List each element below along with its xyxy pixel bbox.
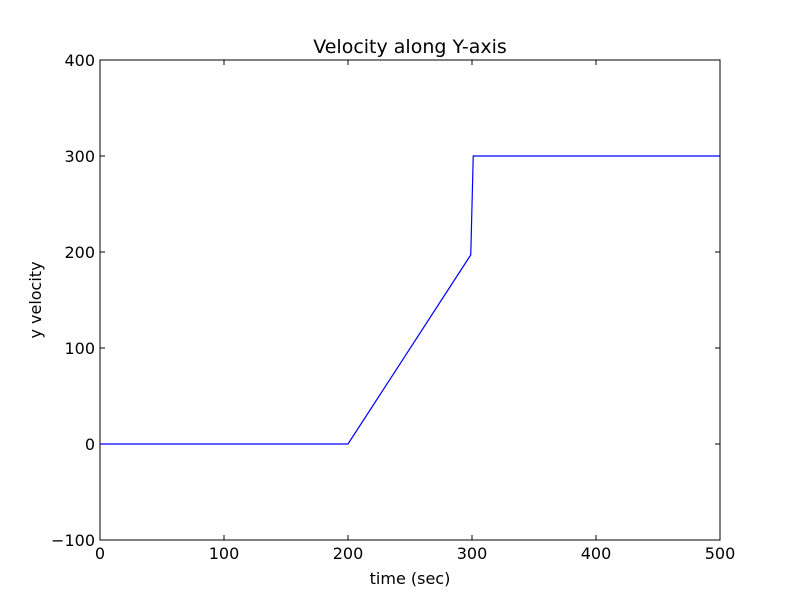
x-tick-label: 300 bbox=[457, 544, 488, 563]
series-layer bbox=[100, 155, 720, 445]
series-line bbox=[100, 155, 720, 445]
chart-title: Velocity along Y-axis bbox=[313, 36, 507, 58]
x-tick-label: 0 bbox=[95, 544, 105, 563]
y-tick-label: 200 bbox=[64, 243, 95, 262]
y-tick-label: 400 bbox=[64, 51, 95, 70]
x-tick-label: 200 bbox=[333, 544, 364, 563]
x-tick-label: 100 bbox=[209, 544, 240, 563]
y-tick-label: 0 bbox=[85, 435, 95, 454]
plot-frame bbox=[99, 59, 721, 541]
y-tick-label: 300 bbox=[64, 147, 95, 166]
x-tick-label: 500 bbox=[705, 544, 736, 563]
x-tick-label: 400 bbox=[581, 544, 612, 563]
y-tick-label: 100 bbox=[64, 339, 95, 358]
y-tick-label: −100 bbox=[51, 531, 95, 550]
x-axis-label: time (sec) bbox=[370, 569, 451, 588]
y-axis-label: y velocity bbox=[26, 261, 45, 338]
